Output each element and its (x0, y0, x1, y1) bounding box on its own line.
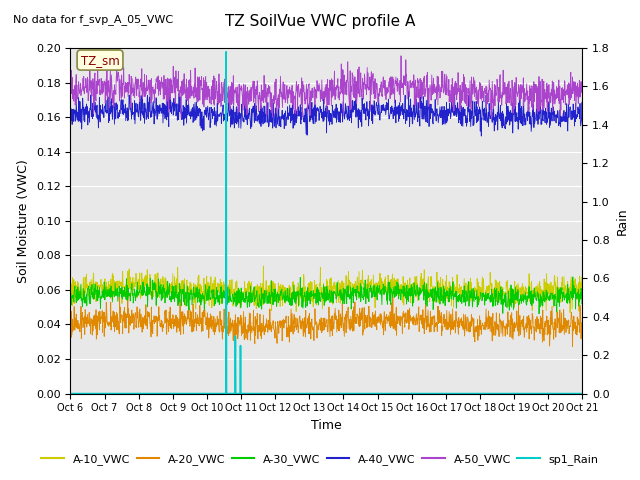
Text: No data for f_svp_A_05_VWC: No data for f_svp_A_05_VWC (13, 14, 173, 25)
Text: TZ SoilVue VWC profile A: TZ SoilVue VWC profile A (225, 14, 415, 29)
Y-axis label: Soil Moisture (VWC): Soil Moisture (VWC) (17, 159, 30, 283)
Text: TZ_sm: TZ_sm (81, 54, 120, 67)
Legend: A-10_VWC, A-20_VWC, A-30_VWC, A-40_VWC, A-50_VWC, sp1_Rain: A-10_VWC, A-20_VWC, A-30_VWC, A-40_VWC, … (37, 450, 603, 469)
Y-axis label: Rain: Rain (616, 207, 628, 235)
X-axis label: Time: Time (311, 419, 342, 432)
